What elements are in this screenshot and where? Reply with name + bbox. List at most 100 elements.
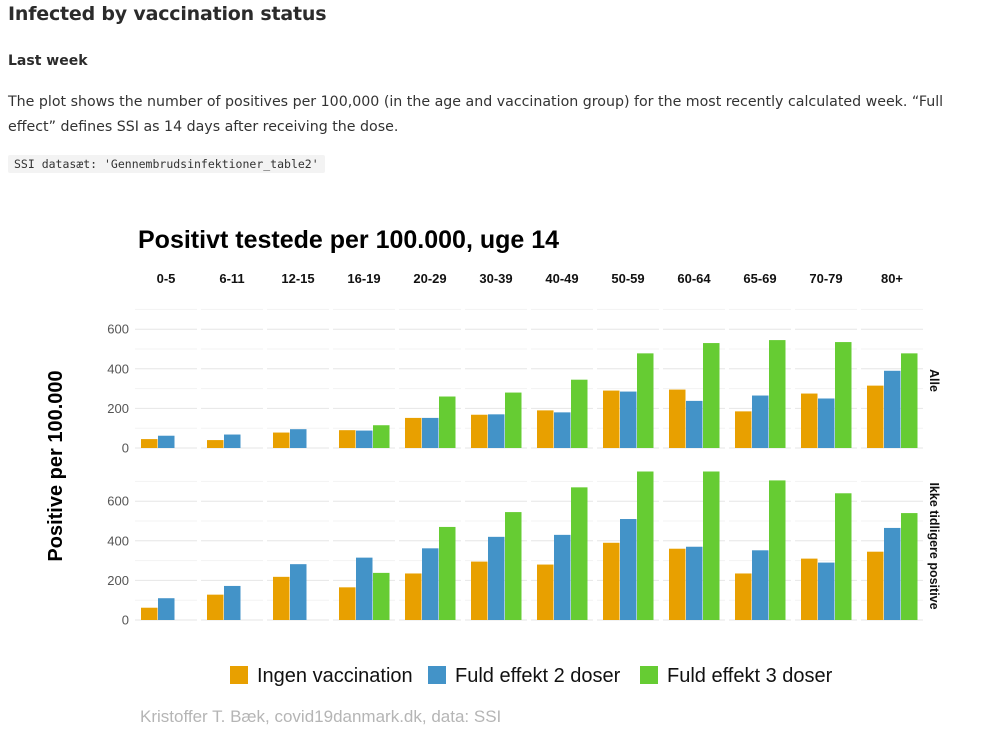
bar-alle-6-11-s1 [224,434,241,448]
bar-ikke-tidligere-positive-60-64-s1 [686,546,703,620]
bar-alle-65-69-s1 [752,395,769,448]
chart-caption: Kristoffer T. Bæk, covid19danmark.dk, da… [140,707,501,726]
row-strip-label: Ikke tidligere positive [927,482,941,609]
bar-alle-60-64-s0 [669,389,686,448]
description-paragraph: The plot shows the number of positives p… [8,94,944,135]
bar-ikke-tidligere-positive-80+-s2 [901,513,918,620]
facet-label-50-59: 50-59 [611,271,644,286]
bar-alle-20-29-s1 [422,417,439,448]
facet-label-70-79: 70-79 [809,271,842,286]
bar-alle-0-5-s0 [141,439,158,448]
bar-ikke-tidligere-positive-6-11-s1 [224,585,241,620]
y-tick-label: 0 [122,613,129,628]
bar-alle-70-79-s2 [835,342,852,448]
bar-ikke-tidligere-positive-16-19-s2 [373,572,390,620]
bar-ikke-tidligere-positive-80+-s1 [884,527,901,620]
bar-alle-50-59-s1 [620,391,637,448]
bar-alle-0-5-s1 [158,435,175,448]
y-axis-label: Positive per 100.000 [45,370,67,561]
bar-ikke-tidligere-positive-20-29-s2 [439,526,456,620]
bar-ikke-tidligere-positive-12-15-s1 [290,564,307,620]
bar-ikke-tidligere-positive-60-64-s0 [669,548,686,620]
bar-ikke-tidligere-positive-70-79-s1 [818,562,835,620]
legend-swatch-2 [640,666,658,684]
bar-alle-40-49-s0 [537,410,554,448]
bar-ikke-tidligere-positive-40-49-s2 [571,487,588,620]
bar-alle-16-19-s0 [339,430,356,448]
bar-alle-50-59-s2 [637,353,654,448]
bar-alle-60-64-s1 [686,400,703,448]
legend-label-1: Fuld effekt 2 doser [455,665,621,687]
bar-ikke-tidligere-positive-20-29-s0 [405,573,422,620]
bar-ikke-tidligere-positive-16-19-s1 [356,557,373,620]
bar-alle-16-19-s2 [373,425,390,448]
legend-label-2: Fuld effekt 3 doser [667,665,833,687]
bar-ikke-tidligere-positive-65-69-s1 [752,550,769,620]
bar-alle-80+-s2 [901,353,918,448]
bar-ikke-tidligere-positive-30-39-s2 [505,512,522,620]
bar-alle-40-49-s2 [571,379,588,448]
y-tick-label: 0 [122,441,129,456]
bar-ikke-tidligere-positive-6-11-s0 [207,594,224,620]
legend-swatch-1 [428,666,446,684]
bar-alle-20-29-s0 [405,417,422,448]
bar-alle-12-15-s0 [273,432,290,448]
facet-label-30-39: 30-39 [479,271,512,286]
legend-label-0: Ingen vaccination [257,665,413,687]
bar-ikke-tidligere-positive-12-15-s0 [273,576,290,620]
chart-title: Positivt testede per 100.000, uge 14 [138,226,559,254]
bar-ikke-tidligere-positive-30-39-s0 [471,561,488,620]
bar-alle-65-69-s2 [769,340,786,448]
facet-label-60-64: 60-64 [677,271,711,286]
bar-alle-30-39-s2 [505,392,522,448]
bar-ikke-tidligere-positive-70-79-s0 [801,558,818,620]
section-heading: Infected by vaccination status [8,3,327,25]
bar-alle-70-79-s0 [801,393,818,448]
facet-label-40-49: 40-49 [545,271,578,286]
bar-alle-30-39-s0 [471,414,488,448]
bar-ikke-tidligere-positive-20-29-s1 [422,548,439,620]
legend-swatch-0 [230,666,248,684]
bar-ikke-tidligere-positive-40-49-s1 [554,534,571,620]
bar-ikke-tidligere-positive-40-49-s0 [537,564,554,620]
subsection-heading: Last week [8,53,88,69]
bar-alle-6-11-s0 [207,440,224,448]
bar-ikke-tidligere-positive-65-69-s2 [769,480,786,620]
bar-alle-40-49-s1 [554,412,571,448]
chart-svg: Positivt testede per 100.000, uge 14 Posi… [45,226,941,726]
y-tick-label: 600 [107,494,129,509]
y-tick-label: 400 [107,361,129,376]
bar-alle-70-79-s1 [818,398,835,448]
bar-alle-12-15-s1 [290,429,307,448]
bar-alle-16-19-s1 [356,430,373,448]
row-strip-label: Alle [927,369,941,392]
bar-alle-60-64-s2 [703,343,720,448]
bar-ikke-tidligere-positive-60-64-s2 [703,471,720,620]
bar-alle-65-69-s0 [735,411,752,448]
bar-alle-30-39-s1 [488,414,505,448]
facet-label-12-15: 12-15 [281,271,314,286]
bar-ikke-tidligere-positive-50-59-s2 [637,471,654,620]
bar-ikke-tidligere-positive-0-5-s0 [141,607,158,620]
bar-alle-20-29-s2 [439,396,456,448]
y-tick-label: 200 [107,573,129,588]
y-tick-label: 400 [107,533,129,548]
dataset-code: SSI datasæt: 'Gennembrudsinfektioner_tab… [8,155,325,173]
bar-ikke-tidligere-positive-70-79-s2 [835,493,852,620]
y-tick-label: 200 [107,401,129,416]
bar-ikke-tidligere-positive-30-39-s1 [488,536,505,620]
bar-ikke-tidligere-positive-50-59-s0 [603,542,620,620]
facet-label-20-29: 20-29 [413,271,446,286]
bar-ikke-tidligere-positive-80+-s0 [867,551,884,620]
facet-label-65-69: 65-69 [743,271,776,286]
bar-ikke-tidligere-positive-16-19-s0 [339,587,356,620]
y-tick-label: 600 [107,322,129,337]
bar-ikke-tidligere-positive-65-69-s0 [735,573,752,620]
bar-ikke-tidligere-positive-0-5-s1 [158,598,175,620]
facet-label-6-11: 6-11 [219,271,244,286]
facet-label-80+: 80+ [881,271,903,286]
bar-alle-80+-s1 [884,370,901,448]
facet-label-16-19: 16-19 [347,271,380,286]
facet-label-0-5: 0-5 [157,271,176,286]
bar-alle-80+-s0 [867,385,884,448]
